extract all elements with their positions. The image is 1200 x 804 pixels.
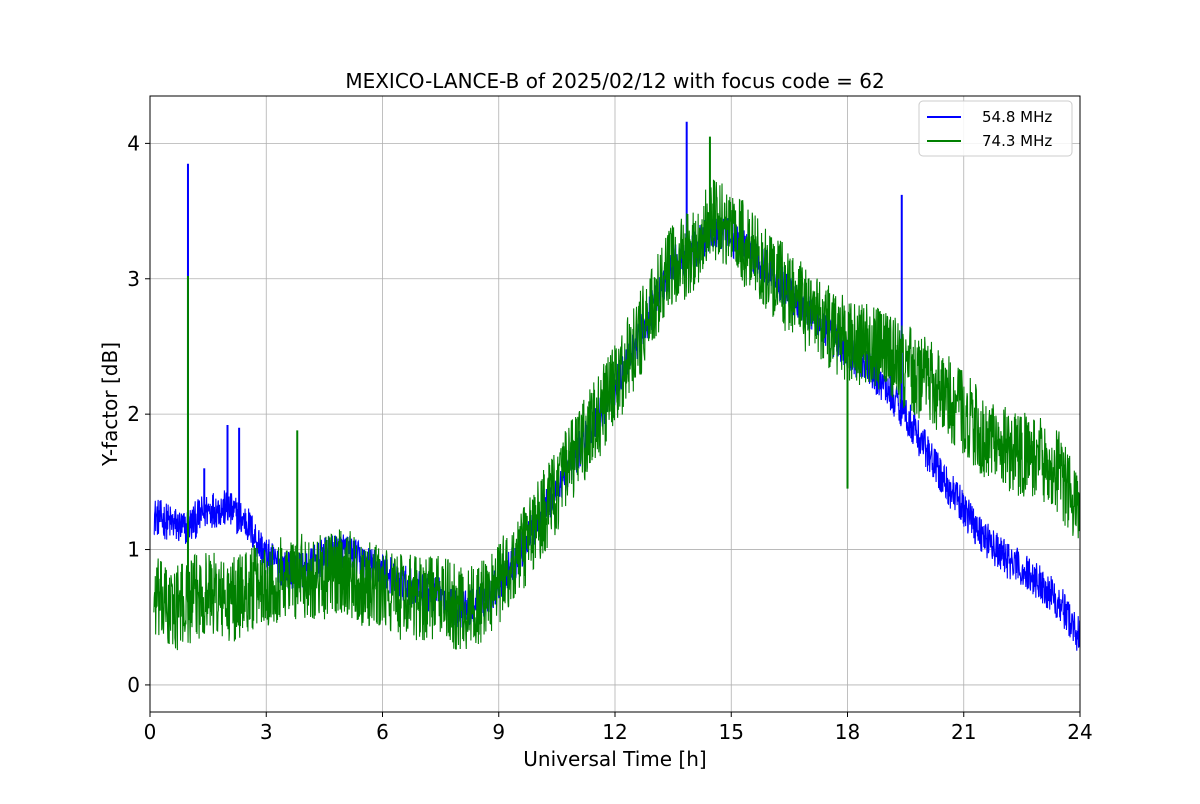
x-tick-label: 9 <box>492 720 505 744</box>
y-tick-label: 3 <box>127 267 140 291</box>
series-layer <box>153 121 1080 651</box>
x-tick-label: 12 <box>602 720 627 744</box>
x-tick-label: 18 <box>835 720 860 744</box>
legend: 54.8 MHz 74.3 MHz <box>918 100 1073 157</box>
y-tick-label: 1 <box>127 538 140 562</box>
x-tick-label: 3 <box>260 720 273 744</box>
chart-title: MEXICO-LANCE-B of 2025/02/12 with focus … <box>345 69 884 93</box>
series-line-74-3-mhz <box>153 179 1080 651</box>
legend-box <box>918 100 1073 157</box>
y-axis-label: Y-factor [dB] <box>98 342 122 467</box>
x-tick-label: 15 <box>719 720 744 744</box>
legend-label-74-3: 74.3 MHz <box>982 132 1052 150</box>
y-tick-label: 2 <box>127 402 140 426</box>
x-tick-label: 6 <box>376 720 389 744</box>
x-axis-label: Universal Time [h] <box>523 747 706 771</box>
y-tick-label: 0 <box>127 673 140 697</box>
x-tick-label: 21 <box>951 720 976 744</box>
x-tick-label: 0 <box>144 720 157 744</box>
legend-label-54-8: 54.8 MHz <box>982 108 1052 126</box>
x-tick-label: 24 <box>1067 720 1092 744</box>
y-tick-label: 4 <box>127 131 140 155</box>
